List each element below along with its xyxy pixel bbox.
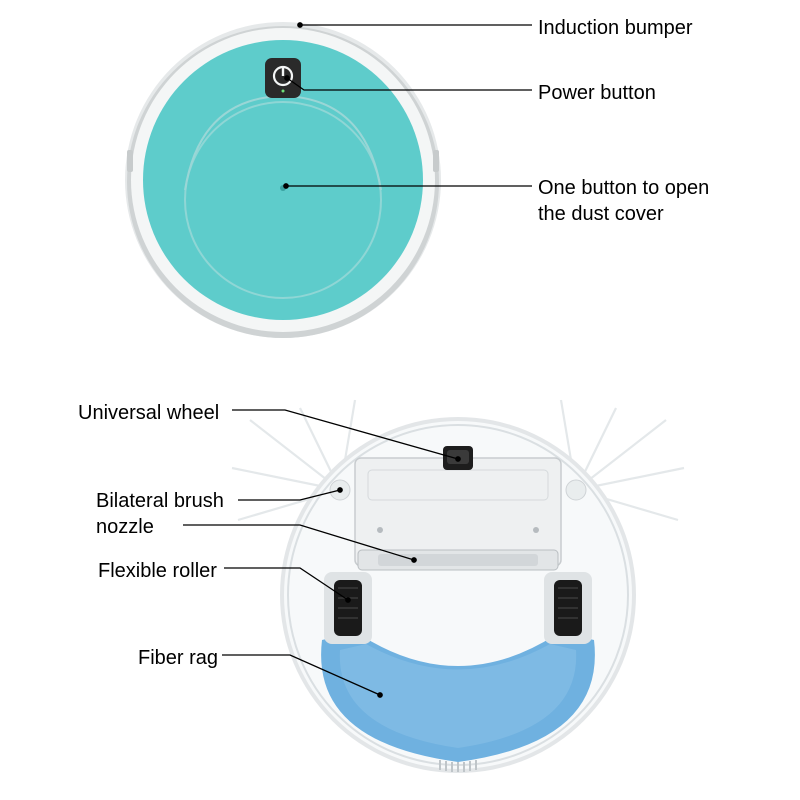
- label-fiber-rag: Fiber rag: [138, 645, 218, 671]
- label-bilateral-brush-nozzle: Bilateral brush nozzle: [96, 488, 224, 540]
- label-universal-wheel: Universal wheel: [78, 400, 219, 426]
- label-dust-cover: One button to open the dust cover: [538, 175, 709, 227]
- label-power-button: Power button: [538, 80, 656, 106]
- label-induction-bumper: Induction bumper: [538, 15, 693, 41]
- label-flexible-roller: Flexible roller: [98, 558, 217, 584]
